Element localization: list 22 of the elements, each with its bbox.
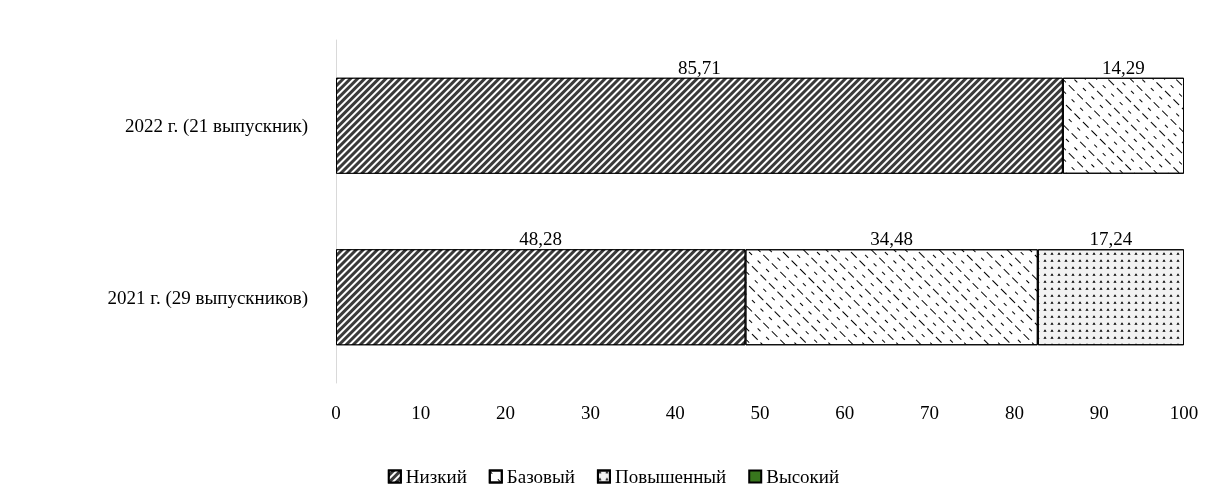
x-tick-label: 50 [750,402,770,423]
x-tick-label: 20 [496,402,516,423]
data-label: 85,71 [678,56,721,78]
data-label: 14,29 [1102,56,1145,78]
legend-label: Повышенный [614,466,727,487]
data-label: 17,24 [1089,228,1133,250]
legend-label: Высокий [766,466,840,487]
x-tick-label: 90 [1089,402,1109,423]
x-tick-label: 30 [580,402,600,423]
x-tick-label: 0 [331,402,341,423]
x-tick-label: 40 [665,402,685,423]
x-tick-label: 80 [1004,402,1024,423]
y-tick-label: 2021 г. (29 выпускников) [107,286,308,309]
x-tick-label: 70 [920,402,940,423]
legend-label: Базовый [506,466,575,487]
x-tick-label: 60 [835,402,855,423]
y-tick-label: 2022 г. (21 выпускник) [125,115,308,138]
data-label: 48,28 [519,228,563,250]
x-tick-label: 100 [1169,402,1199,423]
legend-label: Низкий [405,466,467,487]
x-tick-label: 10 [411,402,431,423]
data-label: 34,48 [870,228,913,250]
